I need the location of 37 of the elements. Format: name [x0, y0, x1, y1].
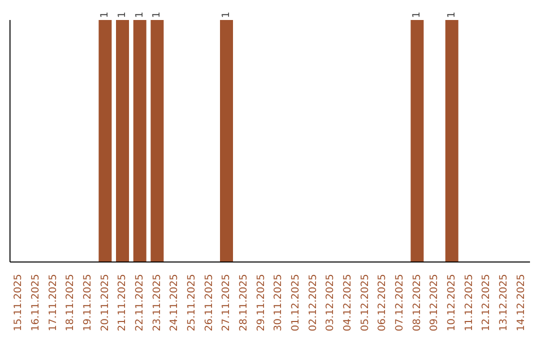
x-tick-label: 01.12.2025: [290, 274, 302, 332]
x-tick-label: 12.12.2025: [481, 274, 492, 332]
x-tick-label: 07.12.2025: [394, 274, 406, 332]
x-tick-label: 16.11.2025: [30, 274, 42, 332]
x-tick-label: 17.11.2025: [48, 274, 59, 332]
data-label: 1: [117, 12, 128, 18]
data-label: 1: [221, 12, 232, 18]
x-tick-label: 02.12.2025: [308, 274, 319, 332]
x-tick-label: 18.11.2025: [65, 274, 76, 332]
x-tick-label: 11.12.2025: [464, 274, 475, 332]
x-tick-label: 14.12.2025: [516, 274, 527, 332]
x-tick-label: 08.12.2025: [412, 274, 423, 332]
x-tick-label: 06.12.2025: [377, 274, 388, 332]
x-tick-label: 25.11.2025: [186, 274, 198, 332]
x-tick-label: 26.11.2025: [204, 274, 215, 332]
x-tick-label: 30.11.2025: [273, 274, 284, 332]
x-tick-label: 03.12.2025: [325, 274, 336, 332]
x-tick-label: 28.11.2025: [238, 274, 250, 332]
x-tick-label: 15.11.2025: [13, 274, 24, 332]
data-label: 1: [134, 12, 146, 18]
x-tick-label: 04.12.2025: [342, 274, 354, 332]
data-label: 1: [152, 12, 163, 18]
x-tick-label: 13.12.2025: [498, 274, 510, 332]
x-tick-label: 05.12.2025: [360, 274, 371, 332]
x-tick-label: 23.11.2025: [152, 274, 163, 332]
x-tick-label: 27.11.2025: [221, 274, 232, 332]
data-label: 1: [412, 12, 423, 18]
x-tick-label: 29.11.2025: [256, 274, 267, 332]
x-tick-label: 10.12.2025: [446, 274, 458, 332]
x-tick-label: 22.11.2025: [134, 274, 146, 332]
x-tick-label: 21.11.2025: [117, 274, 128, 332]
x-tick-label: 20.11.2025: [100, 274, 111, 332]
data-label: 1: [446, 12, 458, 18]
x-tick-label: 19.11.2025: [82, 274, 94, 332]
x-tick-label: 24.11.2025: [169, 274, 180, 332]
x-tick-label: 09.12.2025: [429, 274, 440, 332]
data-label: 1: [100, 12, 111, 18]
